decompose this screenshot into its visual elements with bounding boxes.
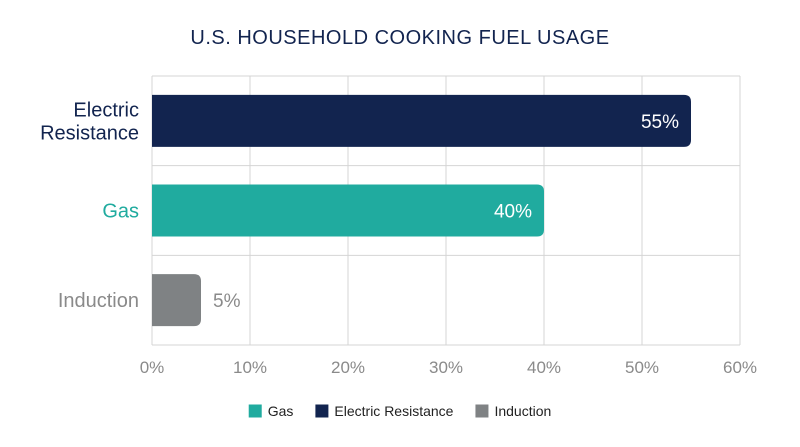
legend-label-gas: Gas [268, 403, 294, 419]
bar-gas [152, 184, 544, 237]
chart-title: U.S. HOUSEHOLD COOKING FUEL USAGE [190, 27, 609, 49]
legend-swatch-induction [475, 404, 489, 418]
legend-swatch-gas [248, 404, 262, 418]
category-label-line: Gas [102, 201, 139, 223]
x-tick-label-1: 10% [233, 358, 267, 377]
category-label-electric-resistance: Electric Resistance [40, 99, 139, 144]
legend: Gas Electric Resistance Induction [248, 403, 551, 419]
category-label-gas: Gas [102, 201, 139, 223]
bar-electric-resistance [152, 94, 691, 147]
x-axis-ticks: 0% 10% 20% 30% 40% 50% 60% [140, 358, 757, 377]
x-tick-label-5: 50% [625, 358, 659, 377]
legend-label-induction: Induction [494, 403, 551, 419]
value-label-induction: 5% [213, 291, 241, 312]
bars: 55% 40% 5% [152, 94, 691, 327]
category-label-induction: Induction [58, 290, 139, 312]
x-tick-label-2: 20% [331, 358, 365, 377]
category-label-line: Induction [58, 290, 139, 312]
legend-label-electric-resistance: Electric Resistance [334, 403, 453, 419]
legend-swatch-electric-resistance [315, 404, 329, 418]
value-label-gas: 40% [494, 202, 532, 223]
x-tick-label-3: 30% [429, 358, 463, 377]
x-tick-label-6: 60% [723, 358, 757, 377]
category-label-line: Resistance [40, 122, 139, 144]
x-tick-label-4: 40% [527, 358, 561, 377]
category-label-line: Electric [73, 99, 139, 121]
value-label-electric-resistance: 55% [641, 112, 679, 133]
category-labels: Electric Resistance Gas Induction [40, 99, 139, 312]
x-tick-label-0: 0% [140, 358, 165, 377]
bar-induction [152, 274, 201, 327]
